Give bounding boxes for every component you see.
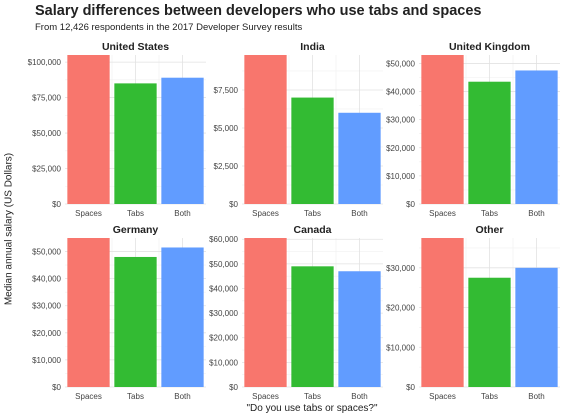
y-tick-label: $40,000 [386,88,415,97]
x-tick-label: Spaces [429,209,456,218]
x-tick-label: Spaces [252,392,279,401]
y-tick-label: $10,000 [32,356,61,365]
bar-both [161,77,204,204]
y-tick-label: $20,000 [386,304,415,313]
y-tick-label: $50,000 [32,129,61,138]
y-tick-label: $2,500 [214,162,239,171]
x-tick-label: Tabs [481,209,498,218]
y-tick-label: $60,000 [209,235,238,244]
x-tick-label: Spaces [75,209,102,218]
x-axis-label: "Do you use tabs or spaces?" [246,403,378,414]
y-tick-label: $50,000 [209,260,238,269]
y-tick-label: $75,000 [32,94,61,103]
bar-spaces [421,238,464,387]
chart-subtitle: From 12,426 respondents in the 2017 Deve… [35,22,303,33]
y-tick-label: $30,000 [386,116,415,125]
bar-spaces [244,238,287,387]
y-tick-label: $10,000 [386,172,415,181]
y-tick-label: $30,000 [386,264,415,273]
x-tick-label: Spaces [252,209,279,218]
bar-both [338,112,381,204]
panel-title: India [300,41,325,53]
y-tick-label: $40,000 [32,275,61,284]
y-tick-label: $20,000 [386,144,415,153]
bar-both [338,271,381,387]
x-tick-label: Tabs [127,209,144,218]
x-tick-label: Both [174,209,190,218]
y-tick-label: $20,000 [209,334,238,343]
x-tick-label: Tabs [127,392,144,401]
y-tick-label: $10,000 [386,343,415,352]
bar-tabs [114,83,157,204]
bar-spaces [244,55,287,204]
y-tick-label: $100,000 [28,58,62,67]
panel-title: United States [102,41,169,53]
y-tick-label: $0 [52,200,61,209]
y-tick-label: $30,000 [209,309,238,318]
y-tick-label: $30,000 [32,302,61,311]
chart-title: Salary differences between developers wh… [35,3,482,19]
y-tick-label: $20,000 [32,329,61,338]
bar-tabs [114,256,157,387]
bar-spaces [67,238,110,387]
y-tick-label: $7,500 [214,86,239,95]
panel-title: Other [475,224,503,236]
bar-spaces [67,55,110,204]
x-tick-label: Both [528,392,544,401]
y-tick-label: $0 [229,383,238,392]
y-tick-label: $50,000 [386,59,415,68]
x-tick-label: Spaces [429,392,456,401]
y-tick-label: $10,000 [209,358,238,367]
bar-tabs [468,277,511,387]
bar-both [515,267,558,387]
bar-tabs [291,266,334,387]
y-tick-label: $50,000 [32,248,61,257]
bar-tabs [291,97,334,204]
x-tick-label: Tabs [304,392,321,401]
x-tick-label: Both [174,392,190,401]
bar-both [161,247,204,387]
x-tick-label: Both [351,392,367,401]
bar-tabs [468,81,511,204]
panel-title: United Kingdom [449,41,530,53]
y-tick-label: $25,000 [32,165,61,174]
panel-title: Germany [113,224,159,236]
x-tick-label: Both [351,209,367,218]
x-tick-label: Tabs [481,392,498,401]
y-tick-label: $0 [406,383,415,392]
y-tick-label: $0 [229,200,238,209]
y-tick-label: $0 [52,383,61,392]
panel-title: Canada [294,224,332,236]
y-tick-label: $5,000 [214,124,239,133]
y-tick-label: $0 [406,200,415,209]
y-tick-label: $40,000 [209,284,238,293]
x-tick-label: Tabs [304,209,321,218]
x-tick-label: Spaces [75,392,102,401]
bar-spaces [421,55,464,204]
bar-both [515,70,558,204]
x-tick-label: Both [528,209,544,218]
